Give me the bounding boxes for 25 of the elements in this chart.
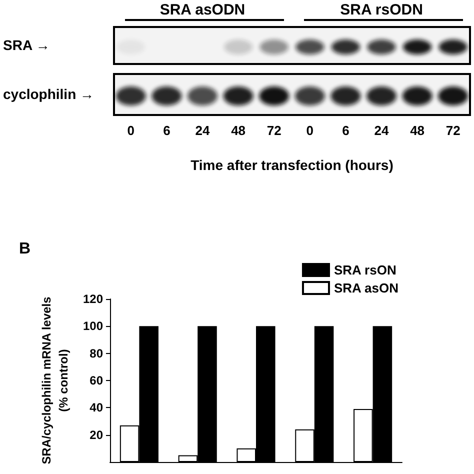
category-label: 72 bbox=[446, 123, 460, 138]
y-tick-label: 80 bbox=[90, 346, 104, 360]
text: SRA → bbox=[3, 37, 50, 53]
y-tick-label: 120 bbox=[82, 292, 104, 306]
category-label: 24 bbox=[195, 123, 210, 138]
category-label: 48 bbox=[410, 123, 425, 138]
category-label: 0 bbox=[306, 123, 314, 138]
text: cyclophilin → bbox=[3, 86, 94, 102]
y-tick-label: 100 bbox=[82, 319, 104, 334]
chart-title: B bbox=[19, 240, 31, 258]
legend-label: SRA asON bbox=[334, 280, 399, 296]
y-tick-label: 60 bbox=[90, 374, 104, 388]
category-label: 24 bbox=[374, 123, 390, 138]
category-label: 48 bbox=[231, 123, 246, 138]
text: Time after transfection (hours) bbox=[190, 157, 394, 173]
category-label: 72 bbox=[266, 123, 282, 138]
y-tick-label: 40 bbox=[90, 400, 104, 415]
y-tick-label: 20 bbox=[90, 428, 104, 442]
y-axis-title: SRA/cyclophilin mRNA levels (% control) bbox=[40, 296, 71, 464]
category-label: 6 bbox=[342, 123, 350, 138]
legend-label: SRA rsON bbox=[334, 262, 396, 278]
category-label: 6 bbox=[163, 123, 170, 138]
category-label: 0 bbox=[127, 123, 135, 138]
text: SRA asODN bbox=[160, 2, 246, 18]
text: SRA rsODN bbox=[340, 2, 423, 18]
